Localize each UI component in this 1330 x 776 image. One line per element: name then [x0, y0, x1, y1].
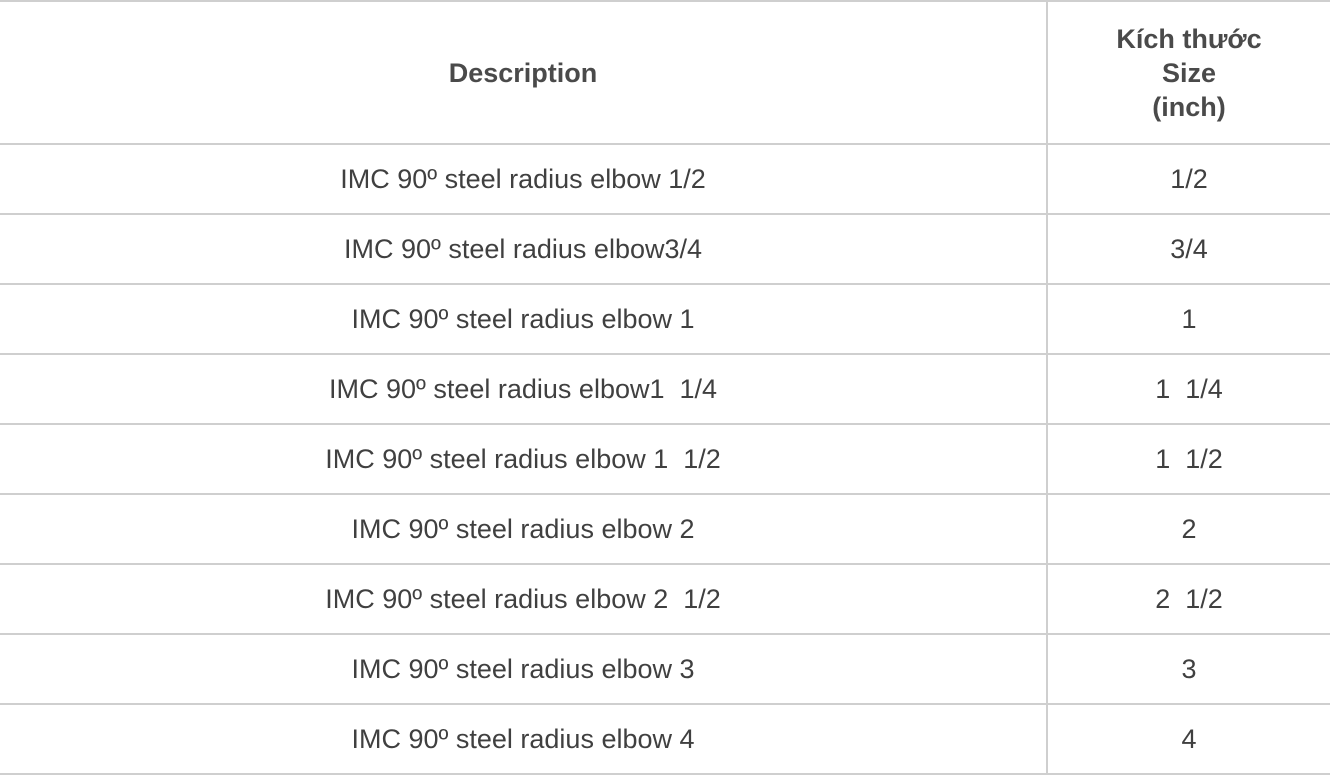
table-row: IMC 90º steel radius elbow 4 4 [0, 703, 1330, 775]
size-cell: 4 [1046, 703, 1330, 775]
description-cell: IMC 90º steel radius elbow 3 [0, 633, 1048, 705]
size-header-line-english: Size [1161, 57, 1217, 88]
size-column-header: Kích thước Size (inch) [1046, 0, 1330, 145]
description-cell: IMC 90º steel radius elbow 2 [0, 493, 1048, 565]
size-cell: 3/4 [1046, 213, 1330, 285]
size-cell: 1/2 [1046, 143, 1330, 215]
description-cell: IMC 90º steel radius elbow3/4 [0, 213, 1048, 285]
size-cell: 3 [1046, 633, 1330, 705]
table-row: IMC 90º steel radius elbow 3 3 [0, 633, 1330, 705]
description-cell: IMC 90º steel radius elbow 1 1/2 [0, 423, 1048, 495]
description-cell: IMC 90º steel radius elbow 1 [0, 283, 1048, 355]
table-row: IMC 90º steel radius elbow 1 1/2 1 1/2 [0, 423, 1330, 495]
table-row: IMC 90º steel radius elbow3/4 3/4 [0, 213, 1330, 285]
size-cell: 1 1/4 [1046, 353, 1330, 425]
size-cell: 2 [1046, 493, 1330, 565]
size-cell: 1 [1046, 283, 1330, 355]
size-header-line-vietnamese: Kích thước [1116, 23, 1262, 54]
description-cell: IMC 90º steel radius elbow 1/2 [0, 143, 1048, 215]
size-cell: 1 1/2 [1046, 423, 1330, 495]
description-cell: IMC 90º steel radius elbow1 1/4 [0, 353, 1048, 425]
table-row: IMC 90º steel radius elbow 2 2 [0, 493, 1330, 565]
size-cell: 2 1/2 [1046, 563, 1330, 635]
description-cell: IMC 90º steel radius elbow 4 [0, 703, 1048, 775]
table-row: IMC 90º steel radius elbow 2 1/2 2 1/2 [0, 563, 1330, 635]
table-row: IMC 90º steel radius elbow 1 1 [0, 283, 1330, 355]
table-row: IMC 90º steel radius elbow 1/2 1/2 [0, 143, 1330, 215]
size-header-line-unit: (inch) [1152, 91, 1226, 122]
description-cell: IMC 90º steel radius elbow 2 1/2 [0, 563, 1048, 635]
table-header-row: Description Kích thước Size (inch) [0, 0, 1330, 145]
table-row: IMC 90º steel radius elbow1 1/4 1 1/4 [0, 353, 1330, 425]
description-column-header: Description [0, 0, 1048, 145]
